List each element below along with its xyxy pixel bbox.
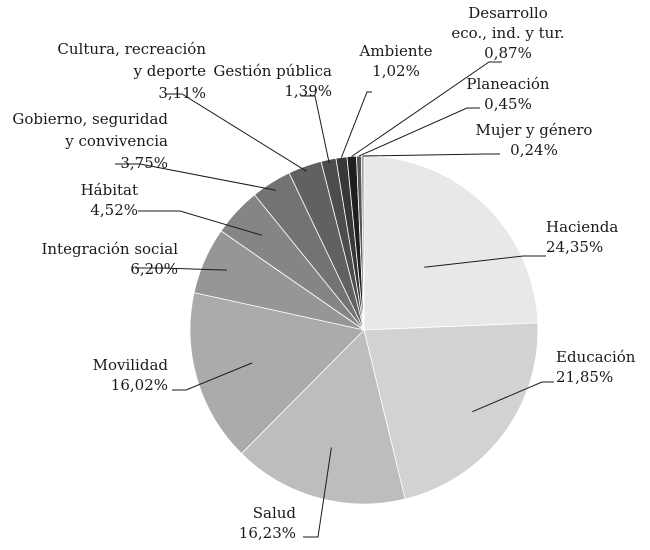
pie-labels: Hacienda 24,35% Educación 21,85% Salud 16,23%… [12,4,635,542]
slice-label-hacienda: Hacienda 24,35% [546,218,618,256]
slice-label-mujer-y-genero: Mujer y género 0,24% [476,121,593,159]
slice-name-habitat: Hábitat [81,181,138,199]
slice-value-habitat: 4,52% [90,201,138,219]
slice-label-desarrollo-eco-ind-y-tur: Desarrollo eco., ind. y tur. 0,87% [451,4,564,62]
leader-line-integracion-social [135,267,227,271]
slice-name-movilidad: Movilidad [93,356,169,374]
slice-name-planeacion: Planeación [466,75,550,93]
slice-name-desarrollo-eco-ind-y-tur: Desarrollo [468,4,548,22]
slice-name-mujer-y-genero: Mujer y género [476,121,593,139]
leader-line-desarrollo-eco-ind-y-tur [351,61,502,157]
leader-line-mujer-y-genero [362,153,500,157]
slice-label-gestion-publica: Gestión pública 1,39% [213,62,332,100]
slice-name-cultura-recreacion-y-deporte: Cultura, recreación [57,40,206,58]
slice-label-integracion-social: Integración social 6,20% [41,240,178,278]
slice-label-gobierno-seguridad-y-convivencia: Gobierno, seguridad y convivencia 3,75% [12,110,168,172]
slice-label-salud: Salud 16,23% [239,504,297,542]
slice-name-hacienda: Hacienda [546,218,618,236]
pie-slice-hacienda [363,155,539,331]
slice-value-hacienda: 24,35% [546,238,603,256]
slice-value-desarrollo-eco-ind-y-tur: 0,87% [484,44,532,62]
slice-label-cultura-recreacion-y-deporte: Cultura, recreación y deporte 3,11% [57,40,206,102]
slice-value-cultura-recreacion-y-deporte: 3,11% [158,84,206,102]
leader-line-salud [303,447,332,538]
leader-line-gobierno-seguridad-y-convivencia [115,163,276,191]
slice-name-salud: Salud [253,504,297,522]
slice-name-gobierno-seguridad-y-convivencia: Gobierno, seguridad [12,110,168,128]
pie-slice-salud [240,329,406,505]
slice-value-gobierno-seguridad-y-convivencia: 3,75% [120,154,168,172]
slice-value-salud: 16,23% [239,524,296,542]
leader-line-habitat [138,210,263,236]
pie-slices [189,155,539,505]
leader-line-planeacion [358,107,480,157]
leader-line-movilidad [172,362,253,391]
pie-slice-educacion [363,322,539,500]
slice-name-integracion-social: Integración social [41,240,178,258]
slice-label-movilidad: Movilidad 16,02% [93,356,169,394]
slice-value-ambiente: 1,02% [372,62,420,80]
slice-name-gestion-publica: Gestión pública [213,62,332,80]
slice-value-gestion-publica: 1,39% [284,82,332,100]
slice-label-planeacion: Planeación 0,45% [466,75,550,113]
slice-name-desarrollo-eco-ind-y-tur: eco., ind. y tur. [451,24,564,42]
slice-value-mujer-y-genero: 0,24% [510,141,558,159]
slice-label-educacion: Educación 21,85% [556,348,636,386]
slice-value-movilidad: 16,02% [111,376,168,394]
leader-line-ambiente [340,91,372,158]
slice-name-educacion: Educación [556,348,636,366]
slice-value-planeacion: 0,45% [484,95,532,113]
leader-line-educacion [472,381,554,413]
slice-name-gobierno-seguridad-y-convivencia: y convivencia [64,132,168,150]
pie-slice-movilidad [189,292,365,455]
slice-name-cultura-recreacion-y-deporte: y deporte [133,62,207,80]
slice-value-integracion-social: 6,20% [130,260,178,278]
slice-label-habitat: Hábitat 4,52% [81,181,138,219]
slice-value-educacion: 21,85% [556,368,613,386]
slice-label-ambiente: Ambiente 1,02% [359,42,433,80]
leader-line-cultura-recreacion-y-deporte [165,93,307,172]
slice-name-ambiente: Ambiente [359,42,433,60]
leader-line-hacienda [424,255,546,268]
leader-line-gestion-publica [301,95,330,164]
